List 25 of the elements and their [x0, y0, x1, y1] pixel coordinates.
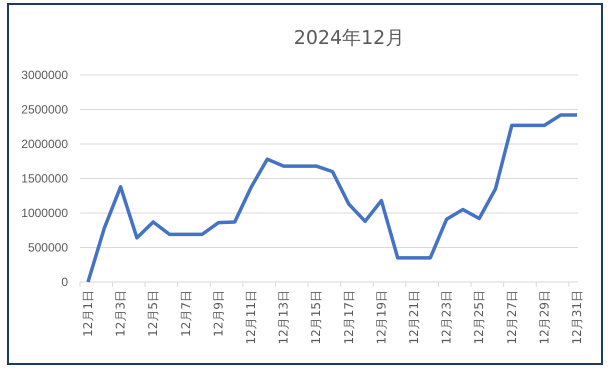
x-tick-label: 12月15日	[309, 290, 324, 345]
line-series	[86, 113, 579, 284]
x-tick-label: 12月23日	[440, 290, 454, 345]
y-tick-label: 2000000	[21, 136, 68, 151]
x-tick-label: 12月9日	[211, 290, 226, 337]
y-tick-label: 2500000	[21, 102, 68, 116]
y-tick-label: 1500000	[21, 171, 68, 186]
chart-title: 2024年12月	[294, 27, 404, 49]
y-tick-label: 500000	[28, 240, 68, 254]
x-tick-label: 12月21日	[407, 290, 421, 345]
x-tick-label: 12月5日	[146, 290, 160, 337]
y-tick-label: 1000000	[21, 206, 68, 220]
x-tick-label: 12月31日	[570, 290, 584, 345]
x-tick-label: 12月19日	[374, 290, 388, 345]
x-tick-label: 12月17日	[342, 290, 356, 345]
y-tick-label: 3000000	[21, 68, 68, 82]
y-tick-label: 0	[61, 274, 68, 289]
x-tick-label: 12月13日	[276, 290, 291, 345]
x-tick-label: 12月7日	[178, 290, 193, 337]
x-tick-label: 12月3日	[114, 290, 128, 337]
x-tick-label: 12月25日	[472, 290, 486, 345]
x-tick-label: 12月27日	[504, 290, 519, 345]
x-tick-label: 12月11日	[244, 290, 258, 345]
x-tick-label: 12月1日	[81, 290, 95, 337]
x-tick-label: 12月29日	[537, 290, 552, 345]
